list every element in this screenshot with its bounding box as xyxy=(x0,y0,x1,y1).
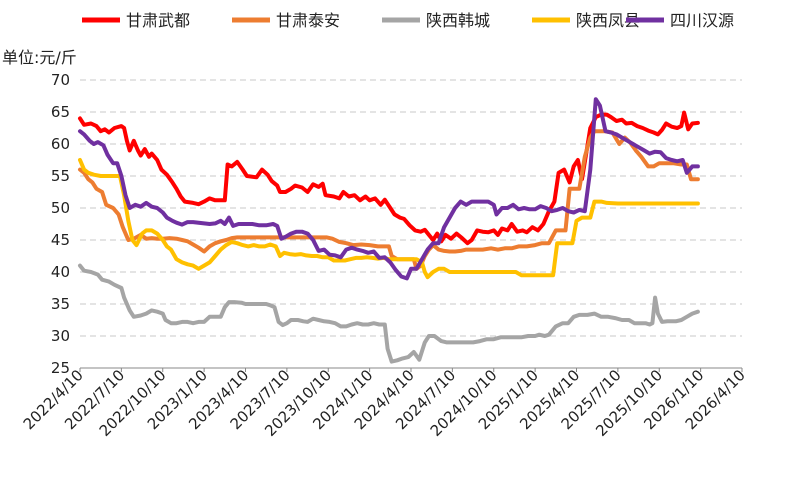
series-line-3 xyxy=(78,263,700,364)
series-line-1 xyxy=(78,110,700,246)
y-tick-label: 50 xyxy=(51,199,70,217)
y-tick-label: 55 xyxy=(51,167,70,185)
legend: 甘肃武都 甘肃泰安 陕西韩城 陕西凤县 四川汉源 xyxy=(82,11,734,30)
y-tick-label: 40 xyxy=(51,263,70,281)
legend-label-5: 四川汉源 xyxy=(670,11,734,30)
y-tick-label: 70 xyxy=(51,71,70,89)
y-axis-unit-label: 单位:元/斤 xyxy=(2,48,77,67)
y-tick-label: 60 xyxy=(51,135,70,153)
y-tick-label: 35 xyxy=(51,295,70,313)
series-line-4 xyxy=(78,158,700,280)
legend-label-3: 陕西韩城 xyxy=(426,11,490,30)
gridlines xyxy=(80,79,742,337)
x-axis-ticks: 2022/4/102022/7/102022/10/102023/1/10202… xyxy=(20,366,749,440)
legend-label-4: 陕西凤县 xyxy=(576,11,640,30)
series-layer xyxy=(78,97,700,364)
series-line-2 xyxy=(78,129,700,271)
y-tick-label: 45 xyxy=(51,231,70,249)
y-tick-label: 65 xyxy=(51,103,70,121)
series-line-5 xyxy=(78,97,700,281)
y-tick-label: 30 xyxy=(51,327,70,345)
y-axis-ticks: 25 30 35 40 45 50 55 60 65 70 xyxy=(51,71,70,377)
y-tick-label: 25 xyxy=(51,359,70,377)
legend-label-2: 甘肃泰安 xyxy=(276,11,340,30)
legend-label-1: 甘肃武都 xyxy=(126,11,190,30)
